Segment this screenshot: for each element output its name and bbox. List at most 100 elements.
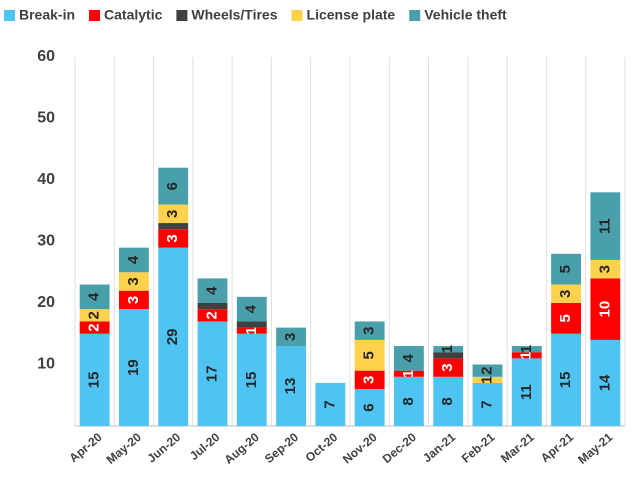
bar-segment xyxy=(394,346,424,371)
bar-segment xyxy=(236,333,267,426)
legend-label: Catalytic xyxy=(104,7,163,23)
data-label: 3 xyxy=(361,327,378,335)
bar-segment xyxy=(433,352,464,359)
data-label: 6 xyxy=(164,182,181,190)
y-tick-label: 50 xyxy=(37,110,55,127)
bar-segment xyxy=(79,321,110,334)
data-label: 14 xyxy=(596,374,613,391)
data-label: 7 xyxy=(321,400,338,408)
legend-swatch xyxy=(89,10,101,21)
data-label: 1 xyxy=(478,376,495,384)
x-tick-label: Sep-20 xyxy=(262,430,301,466)
legend-swatch xyxy=(4,10,15,21)
bar-segment xyxy=(197,278,228,303)
data-label: 3 xyxy=(361,376,378,384)
data-label: 1 xyxy=(518,345,535,353)
data-label: 2 xyxy=(86,323,103,331)
data-label: 3 xyxy=(164,234,181,242)
legend-swatch xyxy=(291,10,303,21)
bar-segment xyxy=(354,370,385,390)
bar-segment xyxy=(551,333,581,426)
data-label: 7 xyxy=(478,400,495,408)
y-tick-label: 10 xyxy=(37,356,55,373)
bar-segment xyxy=(511,352,542,359)
x-tick-label: Jun-20 xyxy=(145,430,184,466)
bar-segment xyxy=(119,290,149,310)
x-tick-label: May-20 xyxy=(104,430,144,467)
data-label: 11 xyxy=(518,384,535,400)
data-label: 1 xyxy=(439,345,456,353)
data-label: 15 xyxy=(243,372,260,389)
data-label: 3 xyxy=(557,290,574,298)
data-label: 1 xyxy=(518,351,535,359)
data-label: 19 xyxy=(125,359,142,376)
data-label: 1 xyxy=(243,327,260,335)
legend-swatch xyxy=(409,10,421,21)
bar-segment xyxy=(236,321,267,328)
bar-segment xyxy=(276,346,306,426)
data-label: 4 xyxy=(125,255,142,264)
data-label: 11 xyxy=(596,218,613,234)
bar-segment xyxy=(354,339,385,371)
x-tick-label: Jan-21 xyxy=(420,430,458,465)
data-label: 3 xyxy=(439,363,456,371)
bar-segment xyxy=(315,382,346,426)
data-label: 3 xyxy=(282,333,299,341)
data-label: 8 xyxy=(439,397,456,405)
y-tick-label: 30 xyxy=(37,233,55,250)
y-tick-label: 40 xyxy=(37,171,55,188)
x-tick-label: Apr-20 xyxy=(66,430,104,465)
data-label: 29 xyxy=(164,328,181,345)
bar-segment xyxy=(119,247,149,273)
bar-segment xyxy=(119,309,149,426)
data-label: 4 xyxy=(86,292,103,301)
bar-segment xyxy=(433,346,464,353)
data-label: 5 xyxy=(361,351,378,359)
bar-segment xyxy=(590,339,621,426)
bar-segment xyxy=(394,370,424,377)
bar-segment xyxy=(590,259,621,279)
x-tick-label: Apr-21 xyxy=(538,430,576,465)
data-label: 13 xyxy=(282,378,299,395)
bar-segment xyxy=(551,284,581,303)
data-label: 4 xyxy=(400,354,417,363)
data-label: 6 xyxy=(361,403,378,411)
bar-segment xyxy=(472,364,503,377)
bar-segment xyxy=(433,376,464,426)
legend-label: Break-in xyxy=(19,7,75,23)
legend-label: Vehicle theft xyxy=(424,7,507,23)
bar-segment xyxy=(354,389,385,426)
legend-swatch xyxy=(176,10,188,21)
data-label: 2 xyxy=(478,366,495,374)
bar-segment xyxy=(472,382,503,426)
bar-segment xyxy=(590,192,621,260)
bar-segment xyxy=(197,309,228,322)
bar-segment xyxy=(394,376,424,426)
bar-segment xyxy=(79,284,110,310)
data-label: 4 xyxy=(203,286,220,295)
bar-segment xyxy=(551,253,581,285)
data-label: 3 xyxy=(125,296,142,304)
y-tick-label: 20 xyxy=(37,294,55,311)
legend-label: License plate xyxy=(307,7,396,23)
bar-segment xyxy=(197,321,228,426)
x-tick-label: Aug-20 xyxy=(222,430,262,467)
bar-segment xyxy=(158,223,189,230)
data-label: 17 xyxy=(203,365,220,382)
bar-segment xyxy=(236,296,267,322)
data-label: 3 xyxy=(125,277,142,285)
x-tick-label: May-21 xyxy=(575,430,615,467)
bar-segment xyxy=(551,303,581,334)
bar-segment xyxy=(511,358,542,426)
bar-segment xyxy=(158,247,189,426)
bar-segment xyxy=(197,303,228,310)
bar-segment xyxy=(79,309,110,322)
data-label: 4 xyxy=(243,304,260,313)
x-tick-label: Mar-21 xyxy=(498,430,537,466)
data-label: 15 xyxy=(557,372,574,389)
data-label: 5 xyxy=(557,265,574,273)
bar-segment xyxy=(590,278,621,340)
data-label: 15 xyxy=(86,372,103,389)
data-label: 10 xyxy=(596,301,613,318)
